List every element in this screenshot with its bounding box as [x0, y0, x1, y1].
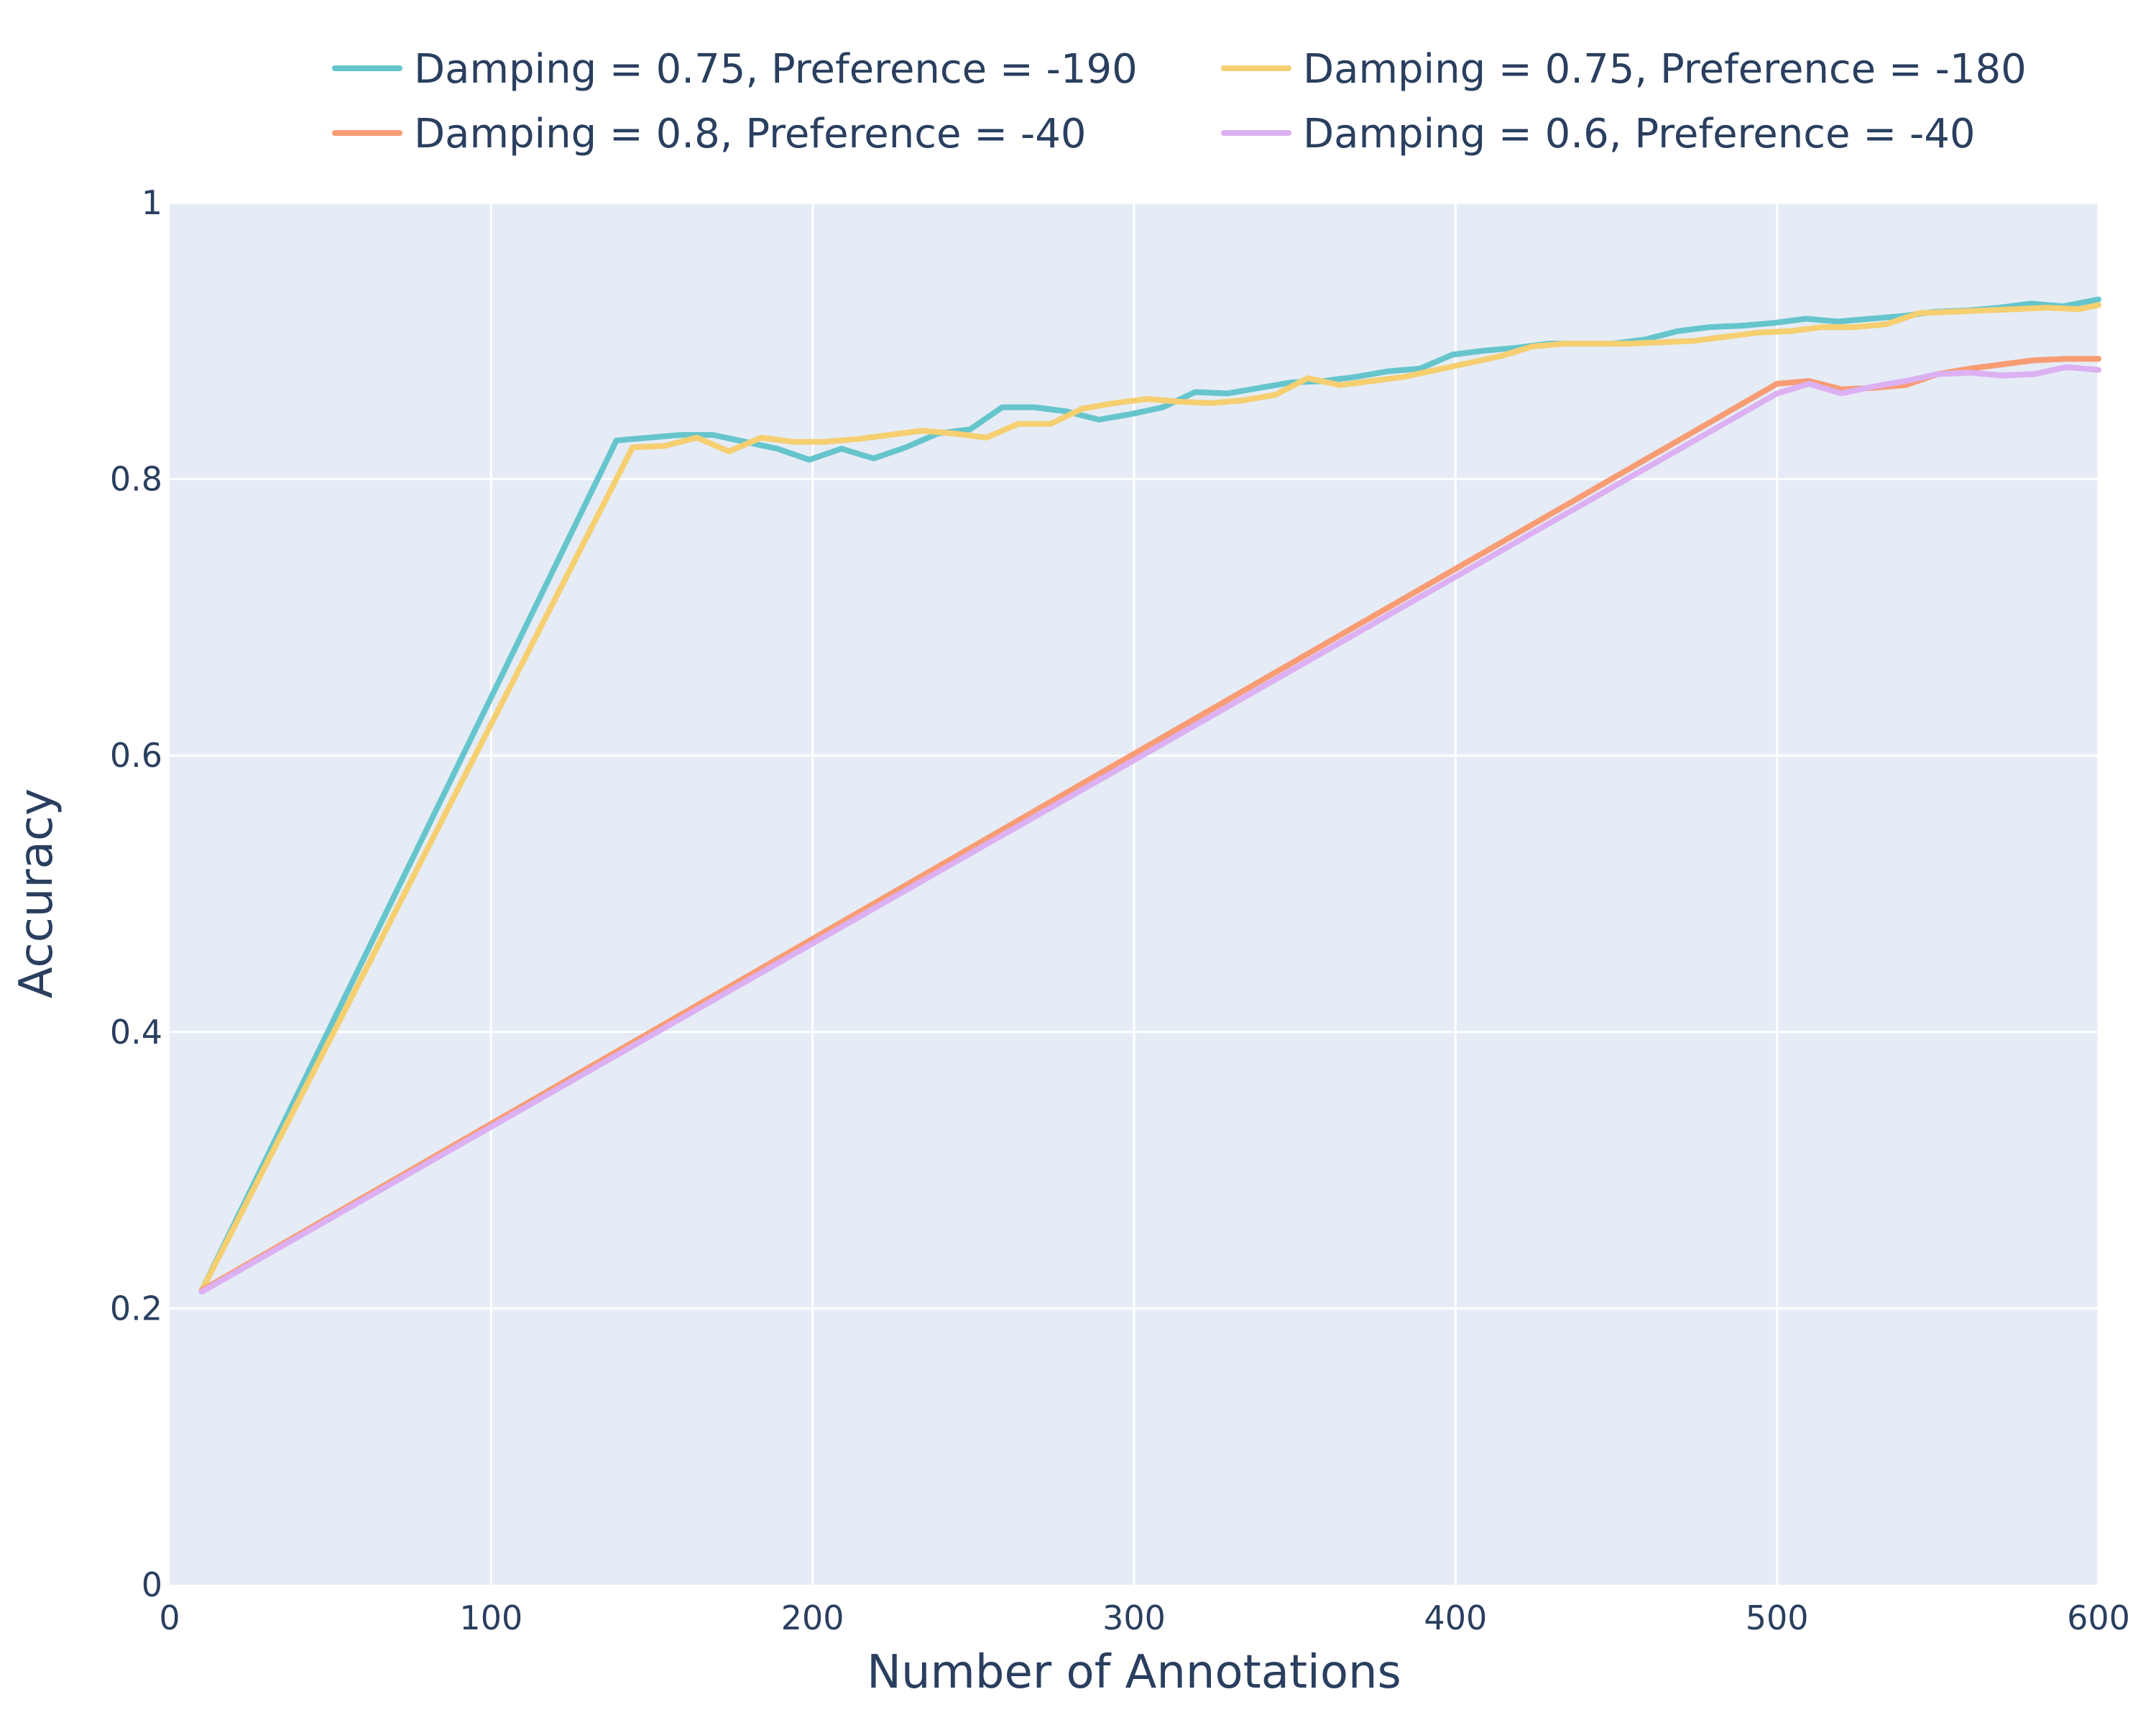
series-line-1: [198, 296, 2101, 1294]
y-tick-label: 0.4: [110, 1013, 162, 1052]
x-tick-label: 200: [781, 1598, 844, 1637]
tick-labels: 0 100 200 300 400 500 600 0 0.2 0.4 0.6 0.8 1: [110, 183, 2130, 1637]
series-lines: [198, 296, 2101, 1295]
legend-label-4: Damping = 0.6, Preference = -40: [1303, 111, 1975, 157]
y-tick-label: 0: [142, 1565, 162, 1604]
y-tick-label: 0.6: [110, 736, 162, 775]
y-tick-label: 1: [142, 183, 162, 222]
x-tick-label: 600: [2067, 1598, 2130, 1637]
x-tick-label: 100: [459, 1598, 522, 1637]
y-tick-label: 0.8: [110, 460, 162, 499]
x-tick-label: 300: [1102, 1598, 1166, 1637]
series-line-2: [198, 302, 2101, 1294]
x-tick-label: 500: [1746, 1598, 1809, 1637]
series-line-4: [198, 364, 2101, 1295]
y-axis-title: Accuracy: [10, 788, 63, 998]
x-tick-label: 0: [159, 1598, 180, 1637]
grid: [170, 201, 2100, 1585]
y-tick-label: 0.2: [110, 1289, 162, 1328]
legend-label-3: Damping = 0.8, Preference = -40: [414, 111, 1086, 157]
x-tick-label: 400: [1424, 1598, 1487, 1637]
x-axis-title: Number of Annotations: [867, 1646, 1401, 1699]
legend: Damping = 0.75, Preference = -190 Damping…: [332, 46, 2027, 157]
legend-label-1: Damping = 0.75, Preference = -190: [414, 46, 1138, 93]
legend-label-2: Damping = 0.75, Preference = -180: [1303, 46, 2027, 93]
